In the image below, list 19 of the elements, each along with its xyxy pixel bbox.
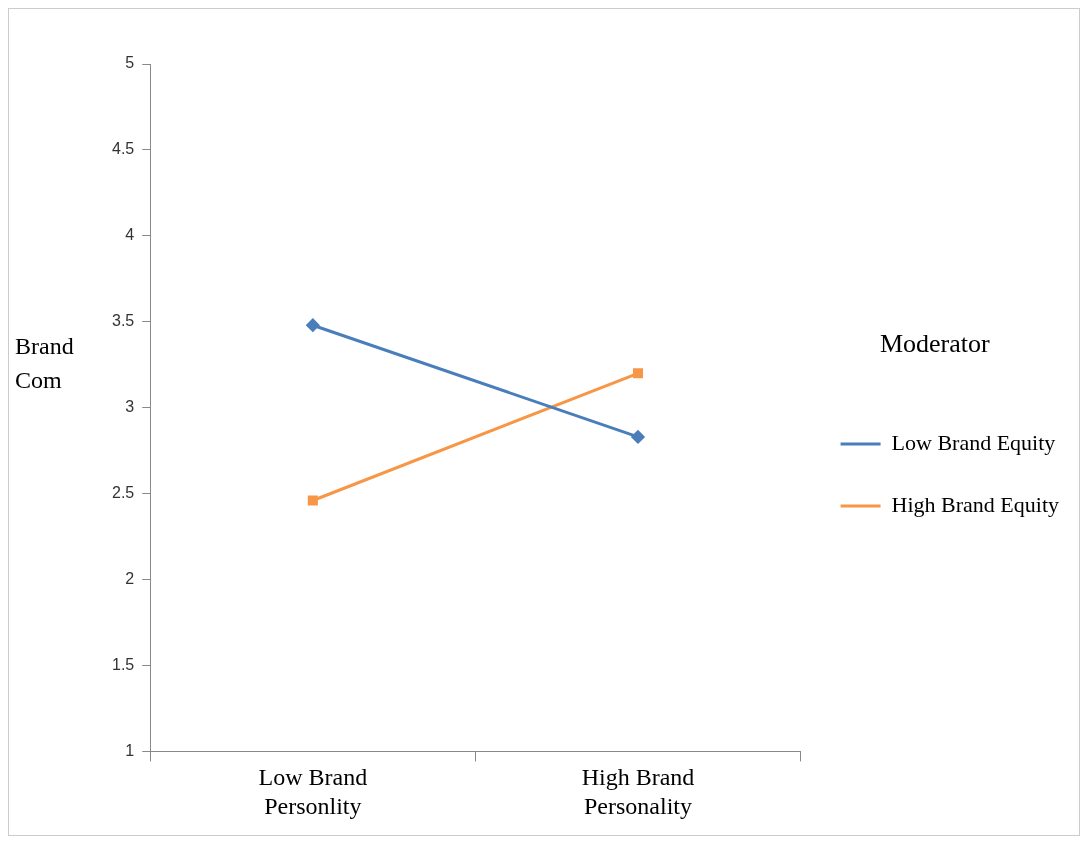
x-tick-label: High Brand Personality [581, 764, 695, 819]
legend-label: Low Brand Equity [891, 429, 1056, 455]
y-axis-title: Brand Com [15, 332, 75, 395]
point [632, 368, 644, 379]
y-tick-label: 4.5 [111, 140, 135, 158]
legend-title: Moderator [879, 328, 990, 358]
x-tick-label: Low Brand Personlity [258, 764, 368, 819]
y-tick-label: 1 [125, 741, 135, 759]
y-tick-label: 2 [125, 569, 135, 587]
legend-label: High Brand Equity [891, 491, 1060, 517]
y-tick-label: 3.5 [111, 312, 135, 330]
y-tick-label: 5 [125, 54, 135, 72]
y-tick-label: 4 [125, 226, 135, 244]
point [631, 430, 645, 444]
y-tick-label: 3 [125, 398, 135, 416]
y-tick-label: 1.5 [111, 655, 135, 673]
y-tick-label: 2.5 [111, 484, 135, 502]
point [307, 495, 318, 506]
point [306, 318, 320, 332]
